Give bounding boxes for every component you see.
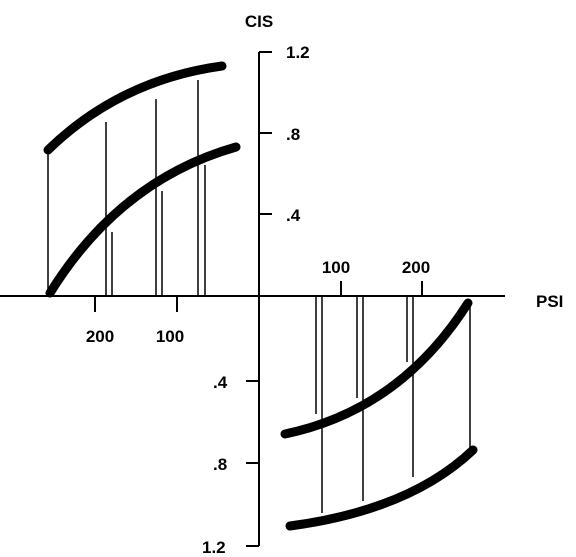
y-label-top-0-8: .8 [286,125,300,144]
upper-left-inner-curve [45,142,241,298]
x-label-left-100: 100 [156,327,184,346]
y-label-bottom-0-4: .4 [213,373,228,392]
x-label-left-200: 200 [86,327,114,346]
upper-left-outer-curve [43,61,227,155]
y-label-bottom-1-2: 1.2 [202,538,226,557]
lower-right-inner-curve [280,298,473,439]
y-label-top-0-4: .4 [286,206,301,225]
x-label-right-100: 100 [322,258,350,277]
x-axis-title: PSI [536,292,563,311]
lower-right-outer-curve [285,445,478,531]
y-label-top-1-2: 1.2 [286,43,310,62]
x-label-right-200: 200 [402,258,430,277]
y-axis-title: CIS [245,12,273,31]
y-label-bottom-0-8: .8 [213,455,227,474]
